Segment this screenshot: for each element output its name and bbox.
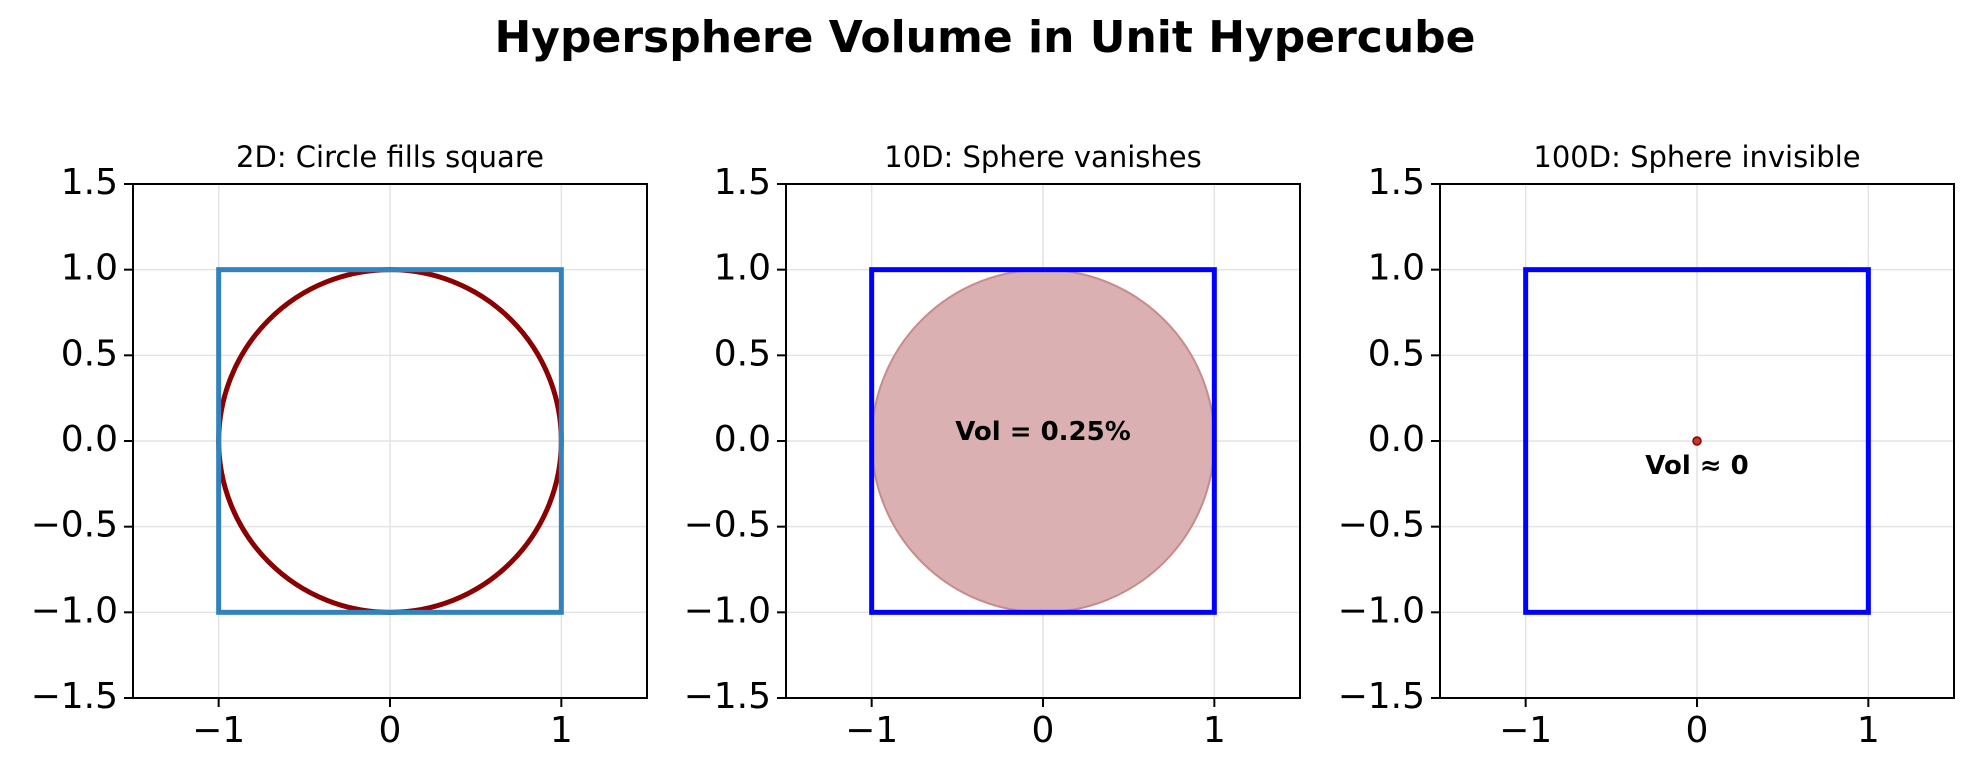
x-tick-label: −1 [192,710,245,751]
subplot-title: 100D: Sphere invisible [1533,140,1860,174]
hypercube-square [1523,267,1871,615]
x-tick-label: 0 [379,710,402,751]
subplot-title: 10D: Sphere vanishes [884,140,1201,174]
subplots-container: −1 0 1 1.5 1.0 0.5 0.0 −0.5 −1.0 −1.5 2D: Circle f… [31,140,1955,751]
volume-annotation: Vol = 0.25% [955,417,1131,447]
y-tick-label: 1.0 [61,248,118,289]
subplot-1: −1 0 1 1.5 1.0 0.5 0.0 −0.5 −1.0 −1.5 2D: Circle f… [31,140,648,751]
subplot-title: 2D: Circle fills square [236,140,544,174]
x-tick-label: 0 [1686,710,1709,751]
subplot-2: Vol = 0.25% −1 0 1 1.5 1.0 0.5 0.0 −0.5 −1.0 −1.5 1… [684,140,1301,751]
y-tick-label: 1.0 [1368,248,1425,289]
y-tick-label: 1.5 [1368,162,1425,203]
sphere-point [1692,436,1702,446]
x-tick-label: 1 [1203,710,1226,751]
x-tick-label: 1 [1857,710,1880,751]
y-tick-label: 0.0 [1368,419,1425,460]
x-tick-label: −1 [845,710,898,751]
y-tick-label: −0.5 [1338,505,1425,546]
y-tick-label: −0.5 [31,505,118,546]
x-tick-label: 1 [550,710,573,751]
y-tick-label: 0.0 [714,419,771,460]
y-tick-label: −1.5 [684,676,771,717]
y-tick-label: −1.5 [31,676,118,717]
y-tick-label: −1.0 [684,590,771,631]
y-tick-label: −1.5 [1338,676,1425,717]
y-tick-label: 1.5 [714,162,771,203]
y-tick-label: −1.0 [1338,590,1425,631]
hypercube-square [869,267,1217,615]
volume-annotation: Vol ≈ 0 [1645,451,1748,481]
y-tick-label: 0.5 [714,333,771,374]
y-tick-label: 0.5 [61,333,118,374]
subplot-3: Vol ≈ 0 −1 0 1 1.5 1.0 0.5 0.0 −0.5 −1.0 −1.5 100D:… [1338,140,1955,751]
figure-title: Hypersphere Volume in Unit Hypercube [494,12,1475,63]
x-tick-label: 0 [1032,710,1055,751]
x-tick-label: −1 [1499,710,1552,751]
y-tick-label: −1.0 [31,590,118,631]
hypercube-square [216,267,564,615]
y-tick-label: 0.0 [61,419,118,460]
y-tick-label: 1.5 [61,162,118,203]
y-tick-label: 0.5 [1368,333,1425,374]
y-tick-label: −0.5 [684,505,771,546]
y-tick-label: 1.0 [714,248,771,289]
